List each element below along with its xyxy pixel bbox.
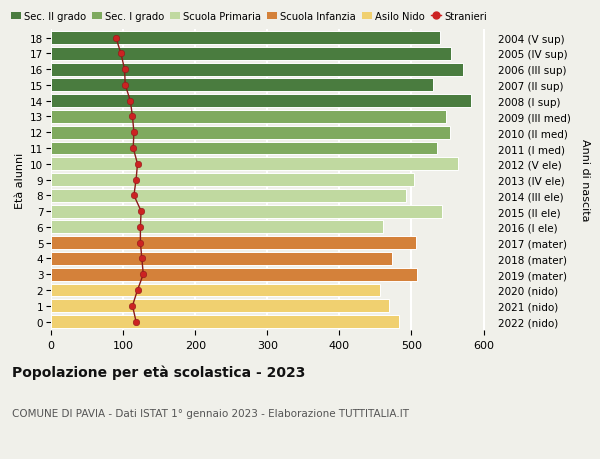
Bar	[51, 174, 415, 187]
Bar	[51, 252, 392, 265]
Bar	[51, 95, 470, 108]
Y-axis label: Anni di nascita: Anni di nascita	[580, 139, 590, 221]
Point	[139, 271, 148, 278]
Point	[129, 129, 139, 137]
Bar	[51, 158, 458, 171]
Bar	[51, 221, 383, 234]
Point	[116, 50, 126, 58]
Text: COMUNE DI PAVIA - Dati ISTAT 1° gennaio 2023 - Elaborazione TUTTITALIA.IT: COMUNE DI PAVIA - Dati ISTAT 1° gennaio …	[12, 409, 409, 419]
Point	[137, 255, 146, 263]
Point	[129, 192, 139, 200]
Y-axis label: Età alunni: Età alunni	[14, 152, 25, 208]
Bar	[51, 300, 389, 313]
Point	[133, 287, 142, 294]
Bar	[51, 315, 398, 328]
Point	[120, 66, 130, 73]
Bar	[51, 284, 380, 297]
Point	[136, 240, 145, 247]
Bar	[51, 63, 463, 77]
Point	[136, 224, 145, 231]
Point	[133, 161, 142, 168]
Legend: Sec. II grado, Sec. I grado, Scuola Primaria, Scuola Infanzia, Asilo Nido, Stran: Sec. II grado, Sec. I grado, Scuola Prim…	[11, 12, 487, 22]
Point	[125, 98, 135, 105]
Bar	[51, 142, 437, 155]
Bar	[51, 111, 446, 123]
Bar	[51, 32, 440, 45]
Point	[121, 82, 130, 90]
Point	[111, 35, 121, 42]
Text: Popolazione per età scolastica - 2023: Popolazione per età scolastica - 2023	[12, 365, 305, 380]
Bar	[51, 127, 450, 140]
Bar	[51, 268, 416, 281]
Bar	[51, 237, 416, 250]
Point	[131, 318, 141, 325]
Point	[131, 177, 141, 184]
Point	[128, 113, 137, 121]
Point	[128, 145, 138, 152]
Bar	[51, 48, 451, 61]
Bar	[51, 205, 442, 218]
Bar	[51, 79, 433, 92]
Bar	[51, 190, 406, 202]
Point	[128, 302, 137, 310]
Point	[136, 208, 146, 215]
